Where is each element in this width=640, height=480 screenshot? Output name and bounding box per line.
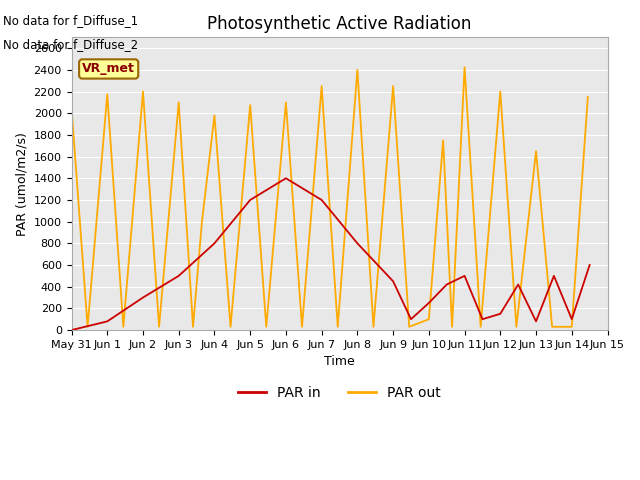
Y-axis label: PAR (umol/m2/s): PAR (umol/m2/s): [15, 132, 28, 236]
Legend: PAR in, PAR out: PAR in, PAR out: [232, 380, 447, 405]
Title: Photosynthetic Active Radiation: Photosynthetic Active Radiation: [207, 15, 472, 33]
Text: VR_met: VR_met: [83, 62, 135, 75]
Text: No data for f_Diffuse_1: No data for f_Diffuse_1: [3, 14, 138, 27]
Text: No data for f_Diffuse_2: No data for f_Diffuse_2: [3, 38, 138, 51]
X-axis label: Time: Time: [324, 355, 355, 368]
